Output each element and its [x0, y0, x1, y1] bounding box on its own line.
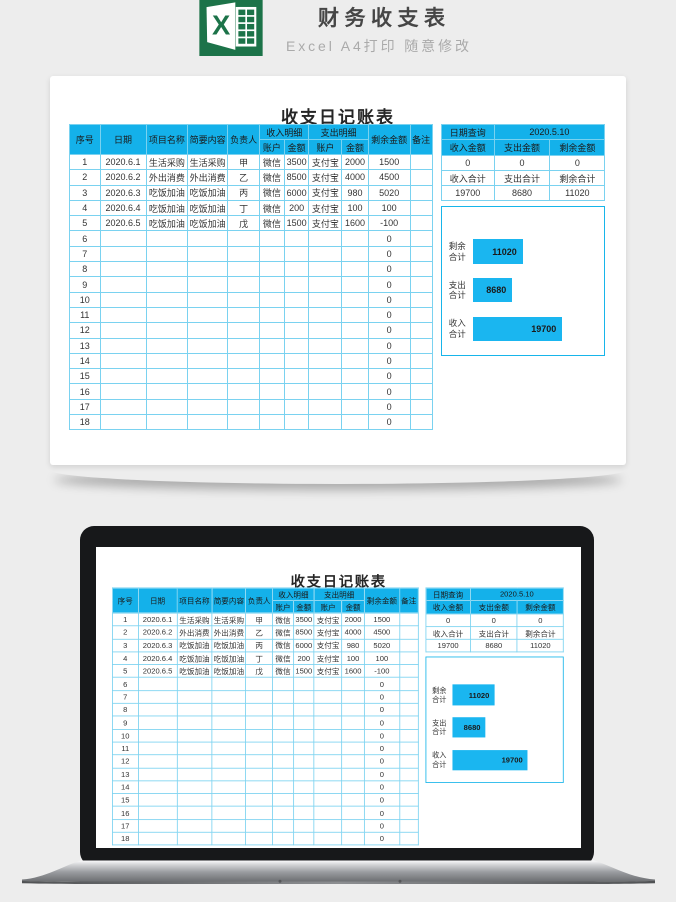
svg-text:X: X — [212, 9, 231, 40]
